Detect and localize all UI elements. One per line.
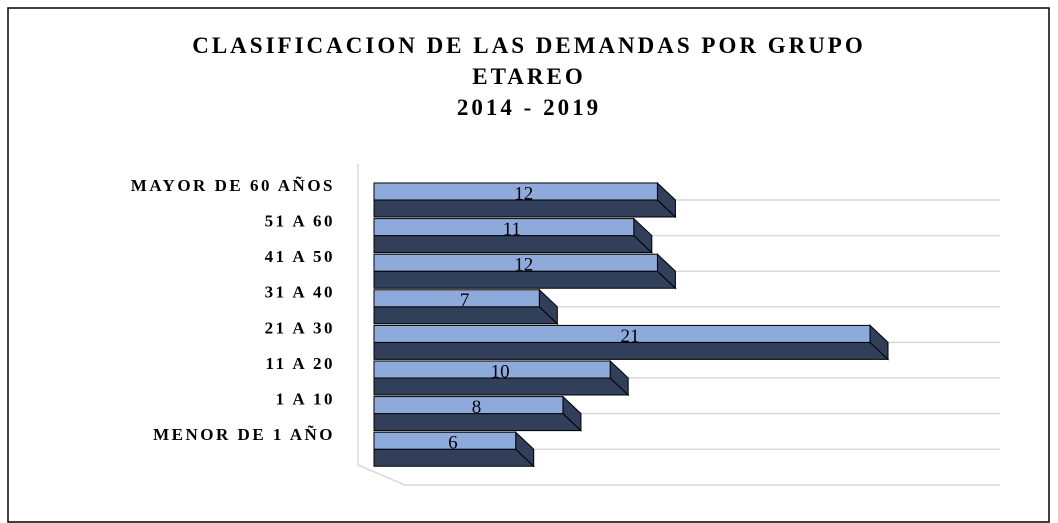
category-label: 51 A 60 [265, 212, 335, 231]
bar [373, 431, 517, 450]
title-block: CLASIFICACION DE LAS DEMANDAS POR GRUPO … [164, 30, 894, 123]
category-label: 31 A 40 [265, 283, 335, 302]
category-label: 1 A 10 [276, 390, 335, 409]
value-label: 8 [472, 397, 482, 418]
value-label: 12 [514, 183, 533, 204]
bar [373, 182, 658, 201]
category-label: 11 A 20 [266, 354, 335, 373]
category-label: MENOR DE 1 AÑO [153, 425, 335, 444]
value-label: 10 [491, 361, 510, 382]
value-label: 21 [621, 326, 640, 347]
chart-subtitle: 2014 - 2019 [456, 95, 602, 120]
bar [373, 253, 658, 272]
bar [373, 218, 635, 237]
bar [373, 360, 611, 379]
bar [373, 324, 871, 343]
value-label: 7 [460, 290, 470, 311]
category-label: 41 A 50 [265, 247, 335, 266]
chart-title: CLASIFICACION DE LAS DEMANDAS POR GRUPO … [192, 33, 866, 89]
value-label: 6 [448, 433, 458, 454]
value-label: 12 [514, 255, 533, 276]
frame [7, 7, 1050, 523]
bar [373, 396, 564, 415]
category-label: MAYOR DE 60 AÑOS [131, 176, 335, 195]
category-label: 21 A 30 [265, 318, 335, 337]
wall [357, 164, 1000, 486]
bar [373, 289, 540, 308]
value-label: 11 [503, 219, 521, 240]
